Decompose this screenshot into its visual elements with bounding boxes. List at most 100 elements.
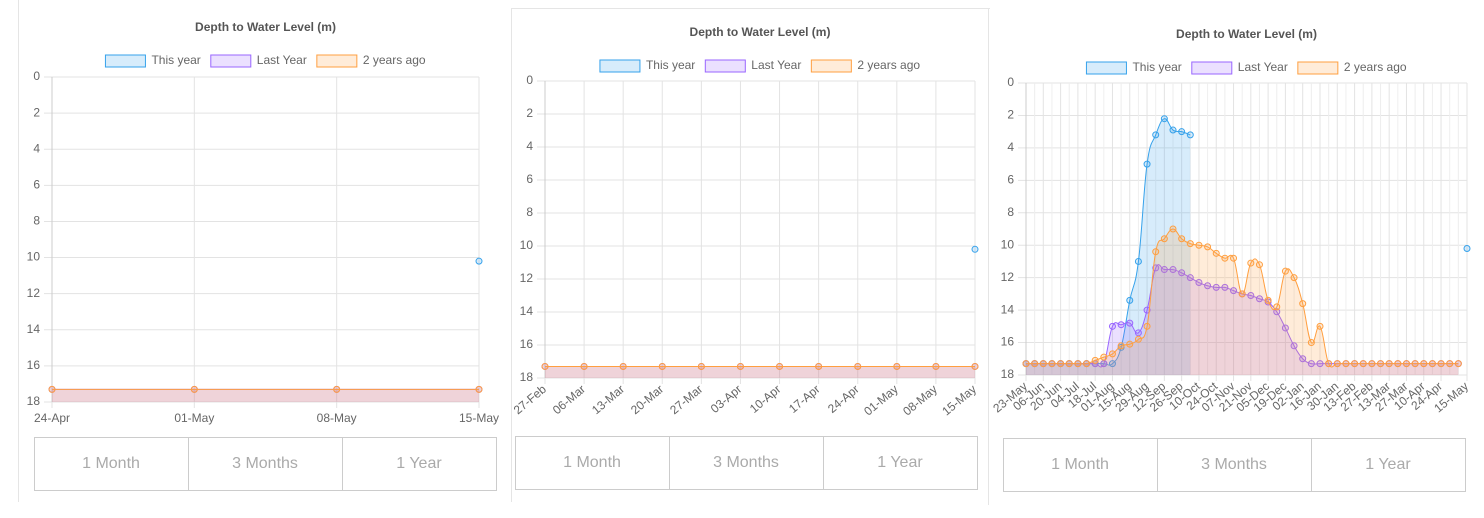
data-point — [1281, 267, 1289, 275]
data-point — [1160, 115, 1168, 123]
data-point — [1074, 360, 1082, 368]
data-point — [1186, 240, 1194, 248]
range-button[interactable]: 3 Months — [669, 436, 824, 490]
data-point — [1264, 296, 1272, 304]
legend-item: Last Year — [1191, 60, 1288, 75]
y-tick-label: 2 — [33, 105, 40, 119]
data-point — [1299, 355, 1307, 363]
data-point — [1186, 274, 1194, 282]
data-point — [893, 362, 901, 370]
x-tick-label: 01-May — [861, 382, 901, 418]
data-point — [1307, 339, 1315, 347]
legend-label: Last Year — [751, 58, 801, 72]
chart-title: Depth to Water Level (m) — [1176, 27, 1317, 41]
data-point — [1359, 360, 1367, 368]
data-point — [1230, 254, 1238, 262]
data-point — [1065, 360, 1073, 368]
x-tick-label: 01-May — [174, 411, 214, 425]
x-tick-label: 24-Apr — [825, 382, 862, 416]
data-point — [1454, 360, 1462, 368]
data-point — [1437, 360, 1445, 368]
data-point — [1333, 360, 1341, 368]
data-point — [1204, 243, 1212, 251]
x-tick-label: 20-Mar — [628, 382, 666, 417]
button-label: 1 Year — [396, 455, 442, 472]
chart-title: Depth to Water Level (m) — [195, 20, 336, 34]
data-point — [697, 362, 705, 370]
y-tick-label: 18 — [1001, 367, 1015, 381]
legend-swatch — [1085, 61, 1127, 75]
range-button[interactable]: 1 Month — [34, 437, 189, 491]
range-button[interactable]: 3 Months — [188, 437, 343, 491]
data-point — [1255, 261, 1263, 269]
data-point — [1134, 335, 1142, 343]
legend-swatch — [810, 59, 852, 73]
data-point — [1273, 303, 1281, 311]
data-point — [1169, 225, 1177, 233]
data-point — [1428, 360, 1436, 368]
button-frame — [515, 436, 670, 490]
data-point — [1316, 360, 1324, 368]
range-button[interactable]: 3 Months — [1157, 438, 1312, 492]
data-point — [1134, 329, 1142, 337]
button-label: 1 Year — [1365, 456, 1411, 473]
y-tick-label: 6 — [33, 178, 40, 192]
legend-swatch — [104, 54, 146, 68]
range-button[interactable]: 1 Month — [1003, 438, 1158, 492]
data-point — [1134, 257, 1142, 265]
data-point — [190, 385, 198, 393]
button-frame — [1157, 438, 1312, 492]
data-point — [1238, 290, 1246, 298]
data-point — [1057, 360, 1065, 368]
data-point — [1126, 340, 1134, 348]
button-frame — [188, 437, 343, 491]
y-tick-label: 4 — [1007, 140, 1014, 154]
series-area — [52, 389, 479, 402]
data-point — [1255, 295, 1263, 303]
data-point — [1411, 360, 1419, 368]
y-tick-label: 12 — [27, 286, 41, 300]
data-point — [1108, 350, 1116, 358]
y-tick-label: 10 — [520, 238, 534, 252]
legend-label: This year — [1132, 60, 1181, 74]
data-point — [1195, 279, 1203, 287]
x-tick-label: 08-May — [900, 382, 940, 418]
y-tick-label: 10 — [27, 250, 41, 264]
button-label: 1 Month — [1051, 456, 1109, 473]
range-button[interactable]: 1 Year — [342, 437, 497, 491]
data-point — [1290, 274, 1298, 282]
range-button[interactable]: 1 Year — [1311, 438, 1466, 492]
y-tick-label: 4 — [526, 139, 533, 153]
data-point — [1342, 360, 1350, 368]
data-point — [1039, 360, 1047, 368]
button-frame — [34, 437, 189, 491]
legend-item: 2 years ago — [316, 53, 426, 68]
data-point — [1108, 322, 1116, 330]
data-point — [1221, 254, 1229, 262]
x-tick-label: 17-Apr — [786, 382, 823, 416]
data-point — [815, 362, 823, 370]
legend-label: This year — [151, 53, 200, 67]
button-frame — [823, 436, 978, 490]
x-tick-label: 27-Mar — [667, 382, 705, 417]
data-point — [1126, 296, 1134, 304]
series-area — [545, 366, 975, 378]
data-point — [971, 245, 979, 253]
y-tick-label: 16 — [1001, 335, 1015, 349]
y-tick-label: 4 — [33, 141, 40, 155]
range-button[interactable]: 1 Month — [515, 436, 670, 490]
data-point — [1230, 287, 1238, 295]
y-tick-label: 6 — [526, 172, 533, 186]
data-point — [580, 362, 588, 370]
data-point — [1143, 322, 1151, 330]
y-tick-label: 8 — [526, 205, 533, 219]
data-point — [1117, 321, 1125, 329]
y-tick-label: 16 — [520, 337, 534, 351]
y-tick-label: 16 — [27, 358, 41, 372]
y-tick-label: 10 — [1001, 237, 1015, 251]
data-point — [1195, 241, 1203, 249]
x-tick-label: 06-Mar — [550, 382, 588, 417]
button-frame — [1311, 438, 1466, 492]
range-button[interactable]: 1 Year — [823, 436, 978, 490]
